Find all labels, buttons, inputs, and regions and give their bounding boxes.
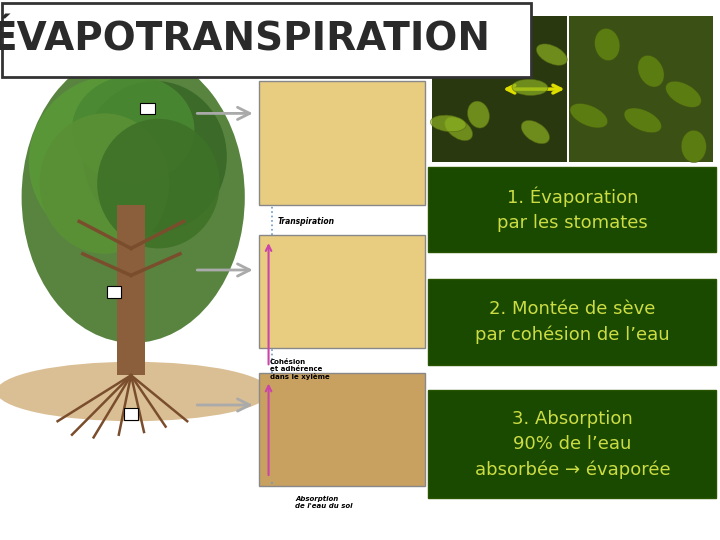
- Text: 2. Montée de sève
par cohésion de l’eau: 2. Montée de sève par cohésion de l’eau: [475, 300, 670, 344]
- Ellipse shape: [595, 29, 620, 60]
- FancyBboxPatch shape: [428, 279, 716, 364]
- Bar: [117, 205, 145, 375]
- Bar: [569, 16, 713, 162]
- Ellipse shape: [536, 44, 567, 65]
- Ellipse shape: [521, 120, 549, 144]
- Ellipse shape: [83, 81, 227, 232]
- Bar: [432, 16, 567, 162]
- Ellipse shape: [512, 79, 548, 96]
- Ellipse shape: [445, 117, 472, 140]
- FancyBboxPatch shape: [428, 167, 716, 252]
- Ellipse shape: [22, 51, 245, 343]
- Text: 1. Évaporation
par les stomates: 1. Évaporation par les stomates: [497, 187, 648, 232]
- Ellipse shape: [570, 104, 608, 128]
- Ellipse shape: [471, 45, 502, 66]
- Ellipse shape: [467, 101, 490, 128]
- FancyBboxPatch shape: [428, 390, 716, 498]
- Text: 3. Absorption
90% de l’eau
absorbée → évaporée: 3. Absorption 90% de l’eau absorbée → év…: [474, 410, 670, 479]
- Bar: [259, 373, 425, 486]
- Text: Transpiration: Transpiration: [277, 217, 334, 226]
- Text: Cohésion
et adhérence
dans le xylème: Cohésion et adhérence dans le xylème: [270, 359, 330, 380]
- Ellipse shape: [665, 81, 701, 107]
- Text: ÉVAPOTRANSPIRATION: ÉVAPOTRANSPIRATION: [0, 21, 490, 59]
- Ellipse shape: [72, 76, 194, 184]
- Ellipse shape: [97, 119, 220, 248]
- Bar: [124, 408, 138, 420]
- Ellipse shape: [681, 130, 706, 163]
- Ellipse shape: [624, 108, 662, 133]
- Ellipse shape: [446, 33, 470, 59]
- Bar: [140, 103, 155, 114]
- Bar: [259, 235, 425, 348]
- Ellipse shape: [0, 362, 270, 421]
- Ellipse shape: [638, 55, 664, 87]
- Ellipse shape: [29, 76, 202, 248]
- Ellipse shape: [40, 113, 169, 254]
- Ellipse shape: [431, 115, 466, 132]
- FancyBboxPatch shape: [2, 3, 531, 77]
- Bar: [259, 81, 425, 205]
- Text: Absorption
de l'eau du sol: Absorption de l'eau du sol: [295, 496, 353, 509]
- Bar: [107, 286, 121, 298]
